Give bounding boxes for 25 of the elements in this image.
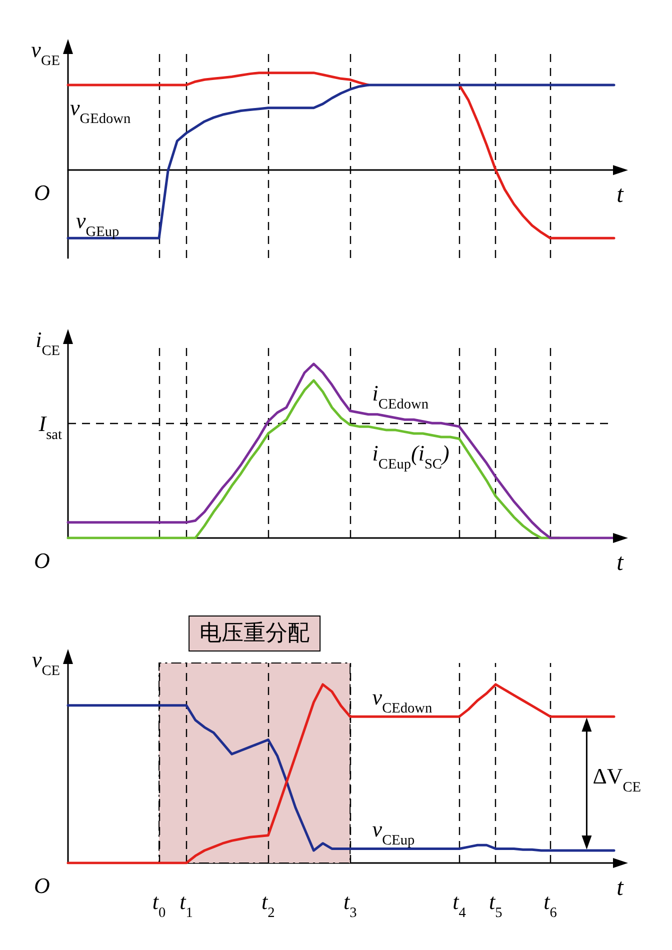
text: O: [34, 180, 50, 206]
x-tick-label: t$_{2}$: [262, 889, 275, 921]
y-axis-title: v$_{CE}$: [32, 647, 60, 679]
x-axis-title: t: [616, 182, 625, 208]
x-tick-label: t$_{6}$: [544, 889, 557, 921]
x-axis-title: t: [616, 550, 625, 576]
ref-line-label: I$_{sat}$: [38, 411, 62, 444]
y-axis-title: v$_{GE}$: [31, 37, 60, 69]
series-label: v$_{CEup}$: [372, 816, 415, 849]
x-tick-label: t$_{5}$: [489, 889, 502, 921]
x-axis-title: t: [616, 875, 625, 901]
series-label: i$_{CEup}$(i$_{SC}$): [372, 440, 450, 473]
annotation: ΔV$_{CE}$: [592, 764, 642, 796]
text: O: [34, 873, 50, 898]
x-tick-label: t$_{1}$: [180, 889, 193, 921]
y-axis-title: i$_{CE}$: [36, 327, 60, 359]
series-label: i$_{CEdown}$: [372, 380, 428, 412]
text: O: [34, 548, 50, 573]
x-tick-label: t$_{0}$: [152, 889, 166, 921]
series-label: v$_{GEdown}$: [70, 94, 131, 127]
series-label: v$_{GEup}$: [76, 208, 120, 240]
series-label: v$_{CEdown}$: [372, 684, 432, 717]
x-tick-label: t$_{3}$: [343, 889, 357, 921]
x-tick-label: t$_{4}$: [452, 889, 466, 921]
band-label: 电压重分配: [200, 621, 310, 646]
